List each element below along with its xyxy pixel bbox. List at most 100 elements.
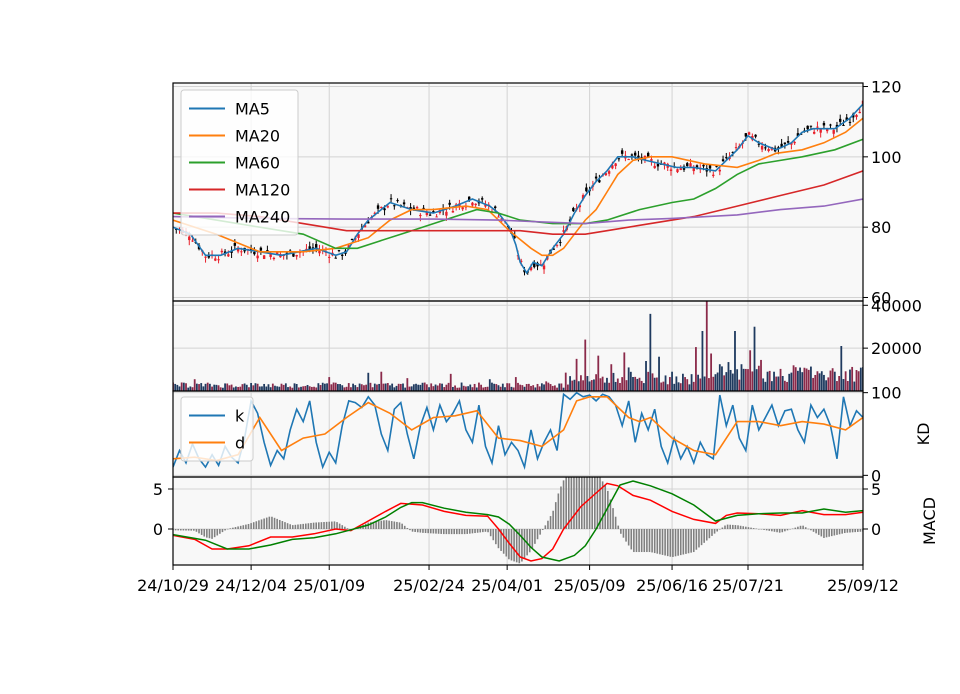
x-tick-label: 24/10/29 bbox=[137, 576, 209, 595]
macd-histogram-bar bbox=[208, 529, 211, 539]
macd-histogram-bar bbox=[278, 519, 281, 529]
macd-histogram-bar bbox=[390, 521, 393, 529]
volume-bar bbox=[506, 383, 509, 391]
macd-histogram-bar bbox=[432, 529, 435, 534]
volume-bar bbox=[721, 366, 723, 391]
macd-histogram-bar bbox=[815, 529, 817, 534]
volume-bar bbox=[475, 387, 478, 391]
macd-histogram-bar bbox=[508, 529, 510, 560]
volume-bar bbox=[751, 371, 754, 391]
macd-histogram-bar bbox=[476, 529, 479, 533]
volume-bar bbox=[820, 371, 823, 391]
volume-bar bbox=[853, 381, 856, 391]
volume-bar bbox=[499, 386, 502, 391]
macd-histogram-bar bbox=[265, 517, 268, 529]
candle-body bbox=[308, 246, 311, 250]
candle-body bbox=[825, 129, 829, 132]
candle-body bbox=[393, 205, 396, 207]
macd-histogram-bar bbox=[729, 524, 732, 529]
macd-histogram-bar bbox=[336, 522, 338, 529]
macd-histogram-bar bbox=[284, 522, 286, 529]
macd-histogram-bar bbox=[703, 529, 705, 543]
x-tick-label: 25/05/09 bbox=[554, 576, 626, 595]
candle-body bbox=[520, 260, 523, 262]
volume-bar bbox=[395, 385, 398, 391]
volume-bar bbox=[454, 385, 456, 391]
candle-body bbox=[204, 256, 207, 258]
macd-histogram-bar bbox=[325, 521, 328, 529]
volume-bar bbox=[584, 339, 587, 391]
candle-body bbox=[757, 143, 761, 145]
macd-histogram-bar bbox=[734, 525, 737, 529]
macd-histogram-bar bbox=[406, 527, 409, 529]
volume-bar bbox=[705, 301, 708, 391]
macd-histogram-bar bbox=[609, 499, 612, 529]
candle-body bbox=[679, 168, 682, 171]
volume-bar bbox=[491, 382, 493, 391]
volume-bar bbox=[495, 384, 498, 391]
volume-bar bbox=[645, 361, 647, 391]
candle-body bbox=[594, 176, 598, 179]
candle-body bbox=[207, 254, 211, 258]
candle-body bbox=[328, 256, 331, 258]
candle-body bbox=[363, 225, 367, 228]
macd-left-tick-label: 5 bbox=[153, 480, 163, 499]
volume-bar bbox=[256, 383, 259, 391]
candle-body bbox=[855, 114, 858, 118]
macd-histogram-bar bbox=[705, 529, 708, 541]
volume-bar bbox=[684, 377, 686, 391]
candle-body bbox=[809, 125, 813, 127]
macd-histogram-bar bbox=[841, 529, 843, 534]
volume-bar bbox=[582, 380, 584, 391]
volume-bar bbox=[686, 379, 689, 391]
volume-bar bbox=[449, 373, 452, 391]
volume-bar bbox=[634, 376, 637, 391]
volume-bar bbox=[718, 364, 721, 391]
volume-bar bbox=[191, 387, 194, 391]
candle-body bbox=[764, 147, 767, 149]
candle-body bbox=[292, 253, 295, 257]
volume-bar bbox=[534, 387, 537, 391]
macd-histogram-bar bbox=[638, 529, 640, 553]
volume-bar bbox=[202, 386, 205, 391]
candle-body bbox=[832, 130, 835, 134]
macd-histogram-bar bbox=[380, 520, 383, 529]
candle-body bbox=[220, 250, 224, 253]
volume-bar bbox=[261, 386, 263, 391]
volume-bar bbox=[682, 373, 684, 391]
volume-bar bbox=[176, 384, 179, 391]
macd-histogram-bar bbox=[622, 529, 625, 538]
volume-bar bbox=[274, 385, 276, 391]
macd-histogram-bar bbox=[255, 521, 258, 529]
volume-bar bbox=[248, 387, 250, 391]
candle-body bbox=[419, 214, 422, 217]
macd-panel-frame bbox=[172, 476, 864, 566]
macd-histogram-bar bbox=[791, 528, 794, 530]
macd-histogram-bar bbox=[263, 518, 265, 529]
macd-histogram-bar bbox=[682, 529, 685, 555]
macd-histogram-bar bbox=[797, 526, 799, 529]
legend-label-ma60: MA60 bbox=[235, 154, 280, 173]
volume-bar bbox=[525, 384, 528, 391]
volume-bar bbox=[339, 384, 341, 391]
candle-body bbox=[633, 152, 637, 156]
x-tick-label: 25/09/12 bbox=[827, 576, 899, 595]
macd-histogram-bar bbox=[289, 524, 291, 529]
macd-histogram-bar bbox=[307, 523, 310, 529]
candle-body bbox=[744, 133, 748, 137]
volume-bar bbox=[443, 387, 446, 391]
volume-bar bbox=[189, 386, 192, 391]
candle-body bbox=[686, 163, 689, 167]
volume-bar bbox=[590, 380, 593, 391]
volume-bar bbox=[688, 384, 691, 391]
candle-body bbox=[572, 208, 575, 212]
volume-bar bbox=[428, 387, 430, 391]
candle-body bbox=[191, 240, 194, 242]
candle-body bbox=[725, 157, 728, 159]
volume-bar bbox=[367, 372, 370, 391]
candle-body bbox=[253, 251, 256, 255]
volume-bar bbox=[178, 386, 181, 391]
macd-histogram-bar bbox=[601, 481, 604, 529]
candle-body bbox=[337, 250, 341, 252]
volume-bar bbox=[764, 381, 767, 391]
